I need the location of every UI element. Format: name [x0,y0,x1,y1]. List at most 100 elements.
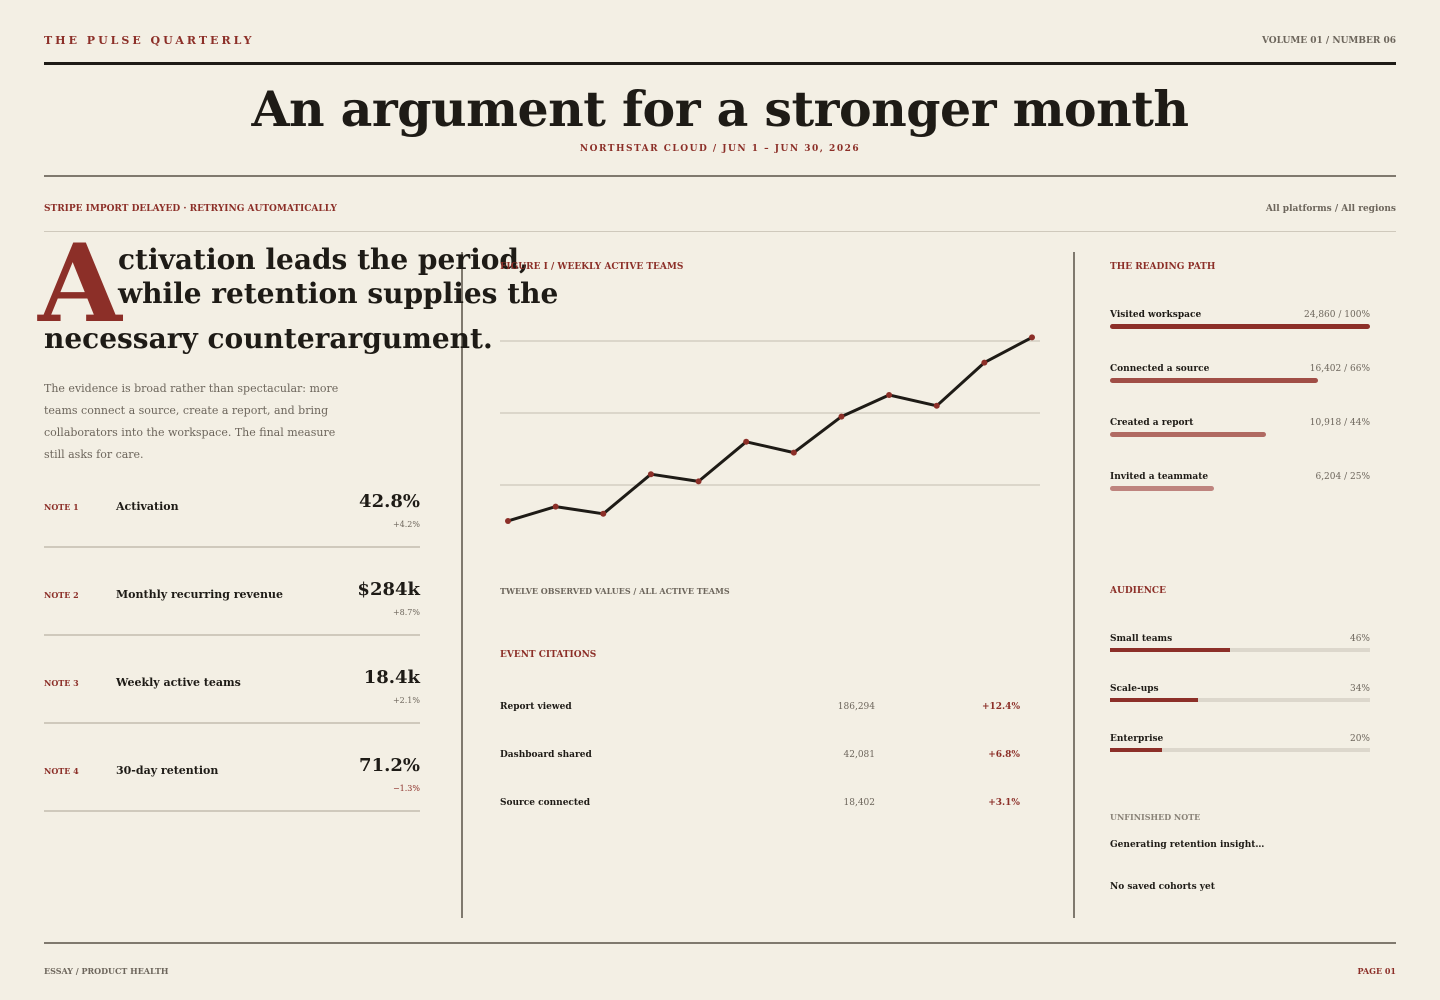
metric-label: Activation [116,500,179,513]
metric-delta: −1.3% [392,784,420,793]
series-line [507,336,1033,523]
event-row[interactable]: Dashboard shared 42,081 +6.8% [500,750,1020,770]
note-tag: NOTE 2 [44,590,79,600]
audience-segment[interactable]: Small teams 46% [1110,634,1370,660]
funnel-label: Created a report [1110,418,1194,428]
volume-label: VOLUME 01 / NUMBER 06 [1261,36,1396,46]
data-point[interactable] [838,413,845,420]
insight-loading-text: Generating retention insight… [1110,840,1265,850]
funnel-step[interactable]: Visited workspace 24,860 / 100% [1110,310,1370,340]
metric-value: 18.4k [363,667,420,688]
status-alert: STRIPE IMPORT DELAYED · RETRYING AUTOMAT… [44,204,337,214]
data-point[interactable] [981,359,988,366]
segment-label: Small teams [1110,634,1173,644]
metric-note[interactable]: NOTE 2 Monthly recurring revenue $284k +… [44,571,420,659]
segment-value: 34% [1349,684,1370,694]
funnel-label: Invited a teammate [1110,472,1209,482]
segment-fill [1110,698,1199,702]
event-label: Report viewed [500,702,572,712]
funnel-step[interactable]: Invited a teammate 6,204 / 25% [1110,472,1370,502]
data-point[interactable] [790,449,797,456]
event-count: 186,294 [837,702,875,712]
empty-cohorts-text: No saved cohorts yet [1110,882,1215,892]
audience-segment[interactable]: Enterprise 20% [1110,734,1370,760]
drop-cap: A [38,221,122,347]
segment-value: 46% [1349,634,1370,644]
segment-fill [1110,748,1162,752]
page-number: PAGE 01 [1357,966,1397,976]
status-divider [44,231,1396,232]
event-row[interactable]: Report viewed 186,294 +12.4% [500,702,1020,722]
segment-value: 20% [1349,734,1370,744]
data-point[interactable] [933,402,940,409]
funnel-label: Connected a source [1110,364,1210,374]
metric-label: Weekly active teams [116,676,241,689]
column-divider [461,252,463,918]
metric-value: 42.8% [359,491,420,512]
data-point[interactable] [695,478,702,485]
segment-fill [1110,648,1230,652]
funnel-bar [1110,432,1266,437]
funnel-bar [1110,486,1214,491]
metric-note[interactable]: NOTE 4 30-day retention 71.2% −1.3% [44,747,420,835]
note-tag: NOTE 4 [44,766,79,776]
segment-track [1110,698,1370,702]
data-point[interactable] [505,518,511,524]
event-count: 42,081 [843,750,876,760]
data-point[interactable] [743,438,750,445]
metric-delta: +8.7% [392,608,420,617]
metric-delta: +4.2% [392,520,420,529]
data-point[interactable] [886,392,893,398]
footer-section: ESSAY / PRODUCT HEALTH [44,966,169,976]
data-point[interactable] [600,510,607,517]
funnel-value: 6,204 / 25% [1315,472,1370,482]
metric-label: Monthly recurring revenue [116,588,283,601]
event-label: Source connected [500,798,591,808]
metric-label: 30-day retention [116,764,219,777]
segment-label: Enterprise [1110,734,1164,744]
data-point[interactable] [552,503,559,510]
audience-segment[interactable]: Scale-ups 34% [1110,684,1370,710]
segment-track [1110,648,1370,652]
funnel-bar [1110,378,1318,383]
note-divider [44,546,420,548]
event-change: +3.1% [988,798,1020,808]
metric-value: $284k [357,579,420,600]
lede-line: while retention supplies the [118,277,559,310]
audience-title: AUDIENCE [1110,586,1166,596]
unfinished-title: UNFINISHED NOTE [1110,812,1201,822]
note-tag: NOTE 3 [44,678,79,688]
note-tag: NOTE 1 [44,502,79,512]
segment-track [1110,748,1370,752]
note-divider [44,722,420,724]
filter-selector[interactable]: All platforms / All regions [1265,204,1396,214]
event-change: +12.4% [981,702,1020,712]
funnel-step[interactable]: Created a report 10,918 / 44% [1110,418,1370,448]
lede-line: ctivation leads the period, [118,243,529,276]
funnel-bar [1110,324,1370,329]
funnel-value: 16,402 / 66% [1309,364,1370,374]
header-divider [44,175,1396,177]
figure-caption: TWELVE OBSERVED VALUES / ALL ACTIVE TEAM… [500,586,730,596]
essay-body: The evidence is broad rather than specta… [44,382,339,461]
metric-note[interactable]: NOTE 3 Weekly active teams 18.4k +2.1% [44,659,420,747]
note-divider [44,634,420,636]
page-title: An argument for a stronger month [251,80,1189,138]
note-divider [44,810,420,812]
date-range[interactable]: NORTHSTAR CLOUD / JUN 1 – JUN 30, 2026 [579,144,861,154]
event-change: +6.8% [988,750,1020,760]
event-count: 18,402 [843,798,876,808]
event-label: Dashboard shared [500,750,592,760]
funnel-step[interactable]: Connected a source 16,402 / 66% [1110,364,1370,394]
event-row[interactable]: Source connected 18,402 +3.1% [500,798,1020,818]
masthead-rule [44,62,1396,65]
brand-name: THE PULSE QUARTERLY [44,34,255,47]
weekly-active-teams-chart[interactable] [500,295,1040,565]
metric-note[interactable]: NOTE 1 Activation 42.8% +4.2% [44,483,420,571]
funnel-value: 10,918 / 44% [1309,418,1370,428]
data-point[interactable] [1029,334,1035,341]
data-point[interactable] [647,471,654,478]
metric-delta: +2.1% [392,696,420,705]
metric-value: 71.2% [359,755,420,776]
lede-line: necessary counterargument. [44,322,493,355]
